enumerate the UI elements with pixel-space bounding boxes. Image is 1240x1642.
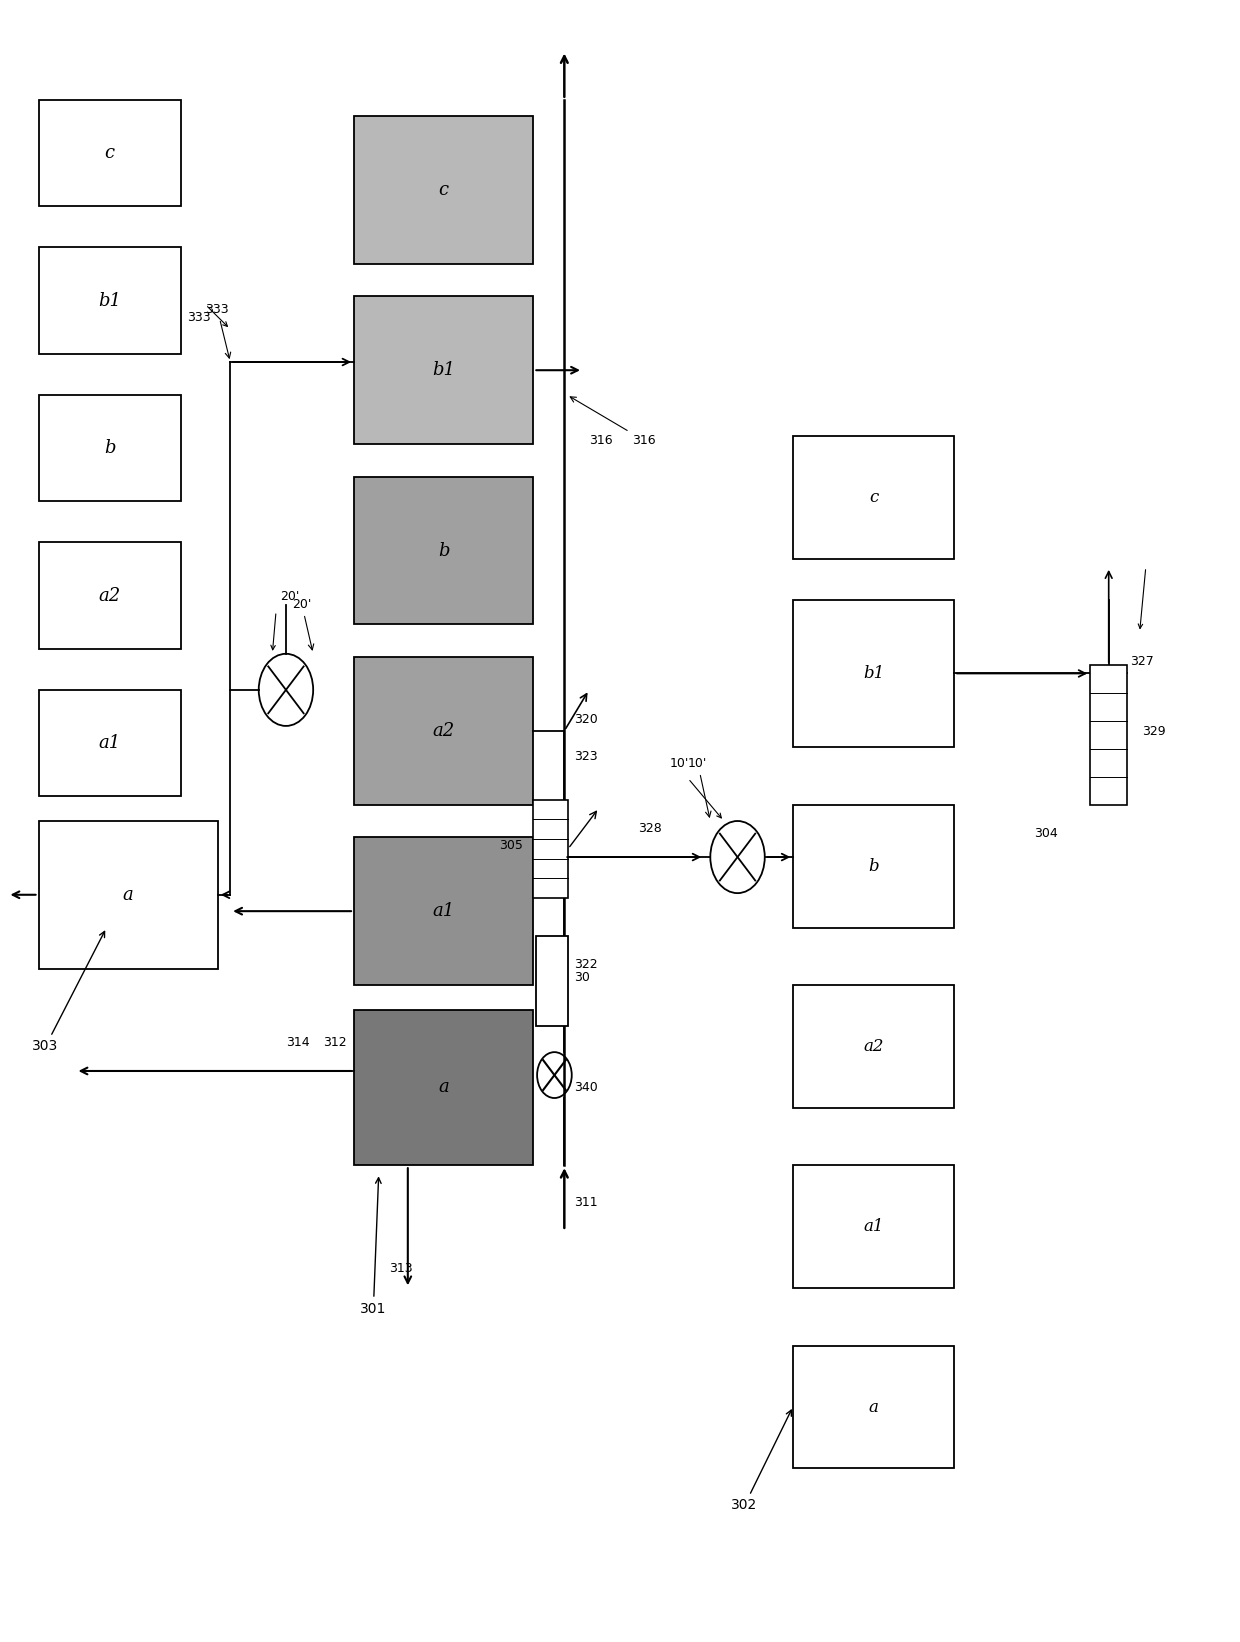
Text: b1: b1 <box>98 292 122 310</box>
Bar <box>353 837 533 985</box>
Text: 333: 333 <box>206 302 231 358</box>
Text: a1: a1 <box>433 901 455 920</box>
Bar <box>794 599 954 747</box>
Bar <box>353 117 533 264</box>
Bar <box>536 936 568 1026</box>
Bar <box>353 476 533 624</box>
Text: 30: 30 <box>574 970 590 984</box>
Text: b: b <box>104 438 115 456</box>
Text: b1: b1 <box>863 665 884 681</box>
Text: a2: a2 <box>433 722 455 741</box>
Text: a: a <box>869 1399 879 1415</box>
Text: a2: a2 <box>863 1038 884 1054</box>
Bar <box>794 1166 954 1289</box>
Text: 327: 327 <box>1130 655 1153 668</box>
Bar <box>353 1010 533 1166</box>
Text: 329: 329 <box>1142 724 1166 737</box>
Text: 10': 10' <box>688 757 711 818</box>
Bar <box>533 800 568 898</box>
Text: 302: 302 <box>732 1410 791 1512</box>
Text: a: a <box>438 1079 449 1097</box>
Text: a2: a2 <box>98 586 120 604</box>
Bar <box>794 805 954 928</box>
Text: 340: 340 <box>574 1082 598 1095</box>
Bar <box>38 821 218 969</box>
Text: a1: a1 <box>863 1218 884 1235</box>
Bar <box>794 985 954 1108</box>
Text: b: b <box>438 542 449 560</box>
Text: 314: 314 <box>286 1036 310 1049</box>
Text: 20': 20' <box>280 589 299 603</box>
Bar <box>1090 665 1127 805</box>
Bar <box>38 100 181 207</box>
Text: 333: 333 <box>187 310 211 323</box>
Text: 305: 305 <box>498 839 522 852</box>
Text: 303: 303 <box>32 931 104 1054</box>
Text: 20': 20' <box>293 598 314 650</box>
Text: a1: a1 <box>98 734 120 752</box>
Text: 10': 10' <box>670 757 689 770</box>
Text: 322: 322 <box>574 957 598 970</box>
Text: 312: 312 <box>324 1036 347 1049</box>
Text: c: c <box>439 181 449 199</box>
Bar <box>794 435 954 558</box>
Text: 316: 316 <box>570 397 656 447</box>
Bar <box>353 297 533 443</box>
Text: a: a <box>123 885 134 903</box>
Text: 320: 320 <box>574 713 598 726</box>
Text: 323: 323 <box>574 750 598 764</box>
Bar <box>38 690 181 796</box>
Text: b1: b1 <box>433 361 455 379</box>
Bar <box>38 542 181 649</box>
Bar <box>38 248 181 353</box>
Text: 328: 328 <box>639 823 662 836</box>
Text: 316: 316 <box>589 433 613 447</box>
Text: c: c <box>104 144 115 163</box>
Bar <box>794 1345 954 1468</box>
Text: 311: 311 <box>574 1197 598 1209</box>
Text: 313: 313 <box>389 1261 413 1274</box>
Text: 301: 301 <box>360 1177 387 1315</box>
Text: b: b <box>868 857 879 875</box>
Text: c: c <box>869 489 878 506</box>
Text: 304: 304 <box>1034 828 1058 841</box>
Bar <box>353 657 533 805</box>
Bar <box>38 394 181 501</box>
